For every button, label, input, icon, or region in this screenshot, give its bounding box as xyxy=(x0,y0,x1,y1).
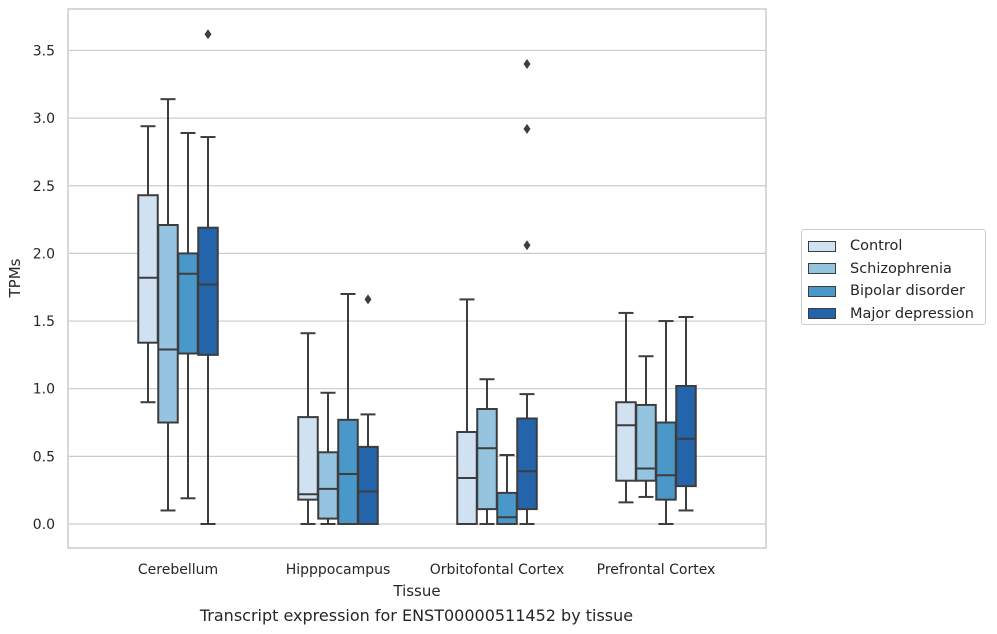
box-body xyxy=(516,417,538,511)
box-body xyxy=(157,223,179,424)
y-tick-label: 0.0 xyxy=(33,517,55,533)
box-3-0 xyxy=(197,29,219,525)
outlier-point xyxy=(523,58,531,69)
legend-item: Major depression xyxy=(802,303,985,326)
box-3-3 xyxy=(675,315,697,512)
y-tick-label: 1.5 xyxy=(33,314,55,330)
y-tick-label: 2.0 xyxy=(33,246,55,262)
legend-item: Bipolar disorder xyxy=(802,280,985,303)
x-tick-labels: Cerebellum Hipppocampus Orbitofontal Corte… xyxy=(138,562,715,578)
x-tick-label: Hipppocampus xyxy=(286,562,391,578)
box-body xyxy=(297,416,319,501)
y-axis-label: TPMs xyxy=(6,258,24,298)
box-1-0 xyxy=(157,98,179,512)
x-tick-label: Cerebellum xyxy=(138,562,218,578)
box-body xyxy=(137,194,159,344)
x-tick-label: Prefrontal Cortex xyxy=(597,562,716,578)
legend-swatch xyxy=(808,240,836,252)
x-axis-label: Tissue xyxy=(392,582,440,600)
legend: Control Schizophrenia Bipolar disorder Majo… xyxy=(801,229,986,325)
legend-swatch xyxy=(808,263,836,275)
box-0-1 xyxy=(297,332,319,525)
outlier-point xyxy=(523,123,531,134)
legend-label: Schizophrenia xyxy=(850,260,952,277)
box-1-2 xyxy=(476,378,498,525)
box-2-3 xyxy=(655,320,677,525)
legend-swatch xyxy=(808,308,836,320)
outlier-point xyxy=(364,294,372,305)
box-0-3 xyxy=(615,311,637,504)
legend-item: Schizophrenia xyxy=(802,258,985,281)
box-body xyxy=(655,421,677,501)
box-1-3 xyxy=(635,355,657,498)
box-0-0 xyxy=(137,125,159,404)
box-groups xyxy=(137,29,697,526)
legend-label: Major depression xyxy=(850,305,974,322)
legend-item: Control xyxy=(802,235,985,258)
box-3-1 xyxy=(357,294,379,525)
box-body xyxy=(476,407,498,511)
y-tick-label: 0.5 xyxy=(33,449,55,465)
box-body xyxy=(675,384,697,488)
chart-title: Transcript expression for ENST0000051145… xyxy=(199,606,634,625)
box-3-2 xyxy=(516,58,538,525)
box-body xyxy=(357,445,379,525)
outlier-point xyxy=(204,29,212,40)
x-tick-label: Orbitofontal Cortex xyxy=(430,562,565,578)
y-tick-label: 3.0 xyxy=(33,111,55,127)
plot-frame xyxy=(67,8,767,549)
y-tick-label: 1.0 xyxy=(33,382,55,398)
box-2-1 xyxy=(337,292,359,525)
box-body xyxy=(197,226,219,356)
y-tick-labels: 0.0 0.5 1.0 1.5 2.0 2.5 3.0 3.5 xyxy=(33,43,55,533)
box-body xyxy=(337,418,359,525)
box-body xyxy=(317,451,339,520)
box-body xyxy=(177,252,199,355)
y-tick-label: 3.5 xyxy=(33,43,55,59)
box-2-0 xyxy=(177,131,199,500)
y-tick-label: 2.5 xyxy=(33,179,55,195)
box-body xyxy=(496,491,518,526)
outlier-point xyxy=(523,240,531,251)
box-1-1 xyxy=(317,391,339,525)
box-0-2 xyxy=(456,298,478,525)
box-body xyxy=(615,401,637,482)
legend-swatch xyxy=(808,285,836,297)
legend-label: Bipolar disorder xyxy=(850,283,965,300)
legend-label: Control xyxy=(850,238,903,255)
box-2-2 xyxy=(496,453,518,526)
